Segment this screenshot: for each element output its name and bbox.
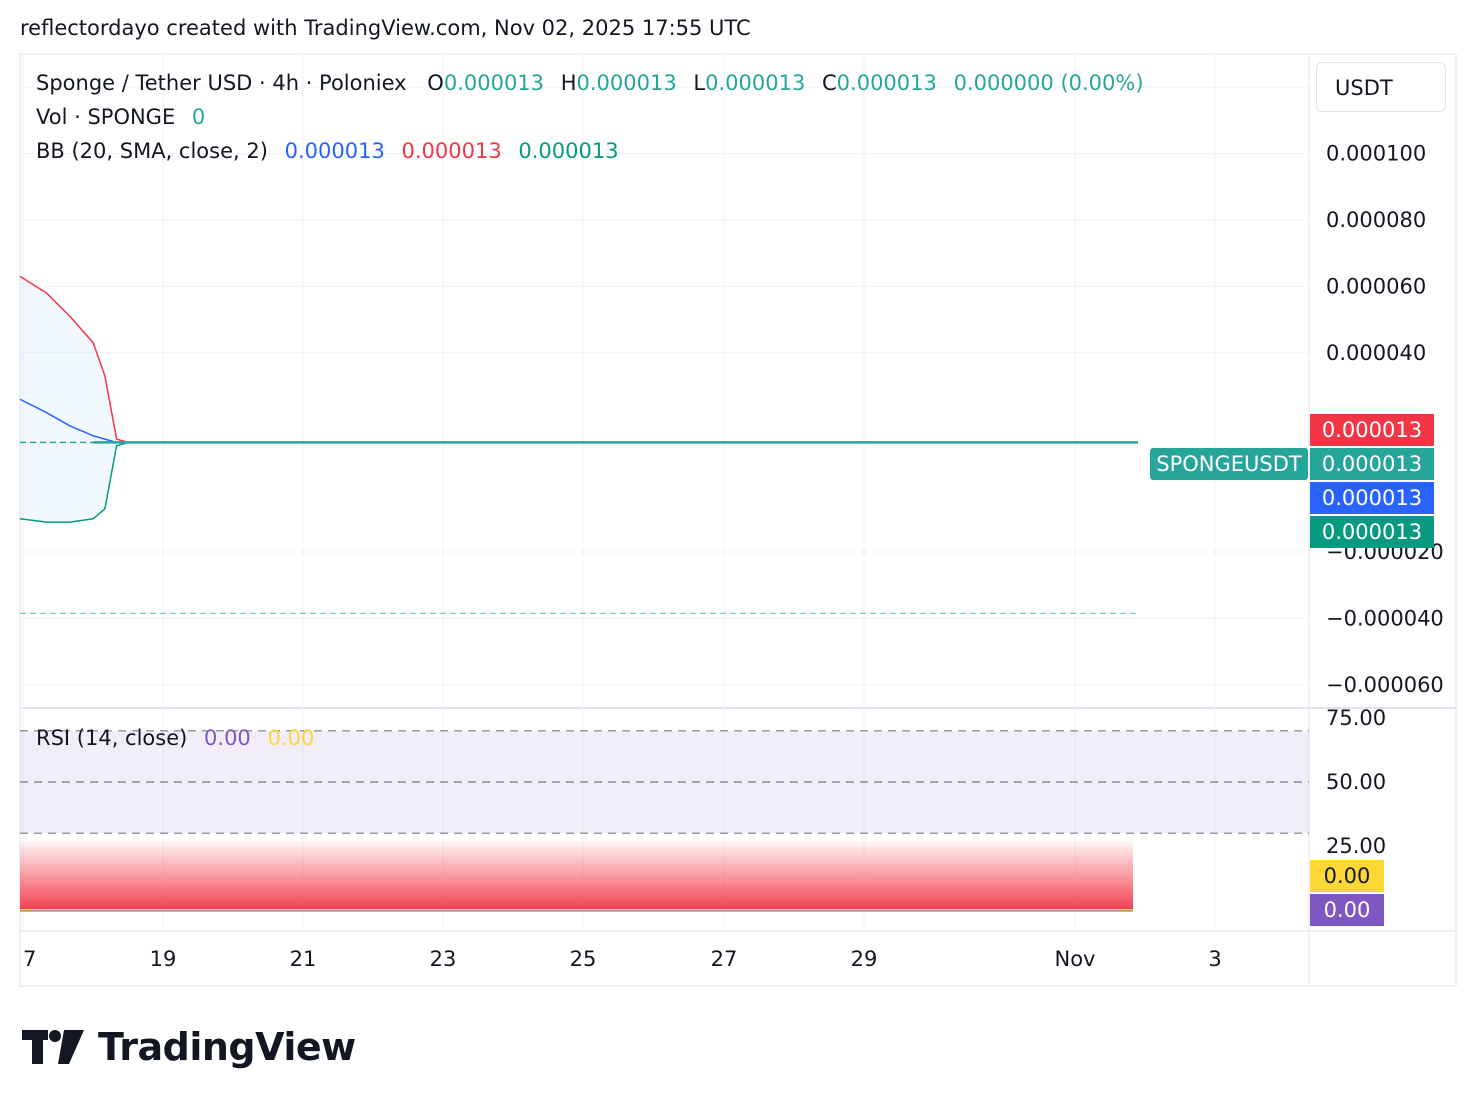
volume-legend: Vol · SPONGE 0: [36, 105, 205, 129]
rsi-oversold-fill: [20, 841, 1133, 910]
bb-band-fill: [20, 276, 129, 523]
time-tick-label: 25: [570, 947, 597, 971]
symbol-name-tag: SPONGEUSDT: [1150, 448, 1308, 480]
time-tick-label: Nov: [1055, 947, 1096, 971]
bb-legend: BB (20, SMA, close, 2) 0.000013 0.000013…: [36, 139, 619, 163]
price-tick-label: 0.000100: [1326, 142, 1426, 166]
volume-label[interactable]: Vol · SPONGE: [36, 105, 176, 129]
tradingview-logo-text: TradingView: [98, 1025, 356, 1069]
rsi-ma-value: 0.00: [267, 726, 315, 750]
rsi-tick-label: 50.00: [1326, 770, 1386, 794]
bb-basis-price-tag: 0.000013: [1310, 482, 1434, 514]
high-label: H: [560, 71, 577, 95]
low-label: L: [693, 71, 706, 95]
bb-lower-line: [19, 441, 129, 523]
bb-label[interactable]: BB (20, SMA, close, 2): [36, 139, 268, 163]
price-tick-label: −0.000040: [1326, 606, 1444, 630]
symbol-legend: Sponge / Tether USD · 4h · Poloniex O0.0…: [36, 71, 1144, 95]
chart-header: reflectordayo created with TradingView.c…: [20, 16, 751, 40]
rsi-pane: [20, 730, 1309, 912]
bb-lower-value: 0.000013: [518, 139, 619, 163]
currency-unit-button[interactable]: USDT: [1316, 62, 1446, 112]
rsi-value: 0.00: [204, 726, 251, 750]
price-tick-label: 0.000060: [1326, 274, 1426, 298]
time-tick-label: 3: [1208, 947, 1221, 971]
bb-upper-price-tag: 0.000013: [1310, 414, 1434, 446]
bb-lower-price-tag: 0.000013: [1310, 516, 1434, 548]
time-tick-label: 27: [711, 947, 738, 971]
time-axis-ticks: 7 19 21 23 25 27 29 Nov 3: [23, 947, 1222, 971]
rsi-ma-tag: 0.00: [1310, 860, 1384, 892]
symbol-title[interactable]: Sponge / Tether USD · 4h · Poloniex: [36, 71, 407, 95]
time-tick-label: 29: [851, 947, 878, 971]
price-tick-label: 0.000040: [1326, 341, 1426, 365]
price-tick-label: −0.000060: [1326, 673, 1444, 697]
bb-upper-line: [19, 275, 129, 444]
rsi-label[interactable]: RSI (14, close): [36, 726, 188, 750]
low-value: 0.000013: [705, 71, 806, 95]
volume-value: 0: [191, 105, 206, 129]
rsi-axis-ticks: 75.00 50.00 25.00: [1326, 706, 1386, 858]
time-tick-label: 19: [150, 947, 177, 971]
tradingview-logo-icon: [22, 1030, 84, 1064]
close-label: C: [822, 71, 837, 95]
close-value: 0.000013: [836, 71, 937, 95]
bb-basis-value: 0.000013: [284, 139, 385, 163]
rsi-tick-label: 25.00: [1326, 834, 1386, 858]
rsi-tag: 0.00: [1310, 894, 1384, 926]
grid-lines: [20, 54, 1309, 931]
price-tick-label: 0.000080: [1326, 208, 1426, 232]
open-label: O: [427, 71, 444, 95]
time-tick-label: 23: [430, 947, 457, 971]
time-tick-label: 21: [290, 947, 317, 971]
price-pane: [19, 275, 1138, 614]
rsi-legend: RSI (14, close) 0.00 0.00: [36, 726, 314, 750]
open-value: 0.000013: [443, 71, 545, 95]
tradingview-logo: TradingView: [22, 1024, 356, 1070]
time-tick-label: 7: [23, 947, 36, 971]
last-price-tag: 0.000013: [1310, 448, 1434, 480]
price-axis-ticks: 0.0001200.0001000.0000800.0000600.000040…: [1326, 75, 1444, 697]
high-value: 0.000013: [576, 71, 677, 95]
rsi-tick-label: 75.00: [1326, 706, 1386, 730]
chart-frame: [19, 53, 1457, 987]
bb-upper-value: 0.000013: [401, 139, 502, 163]
change-value: 0.000000 (0.00%): [953, 71, 1144, 95]
